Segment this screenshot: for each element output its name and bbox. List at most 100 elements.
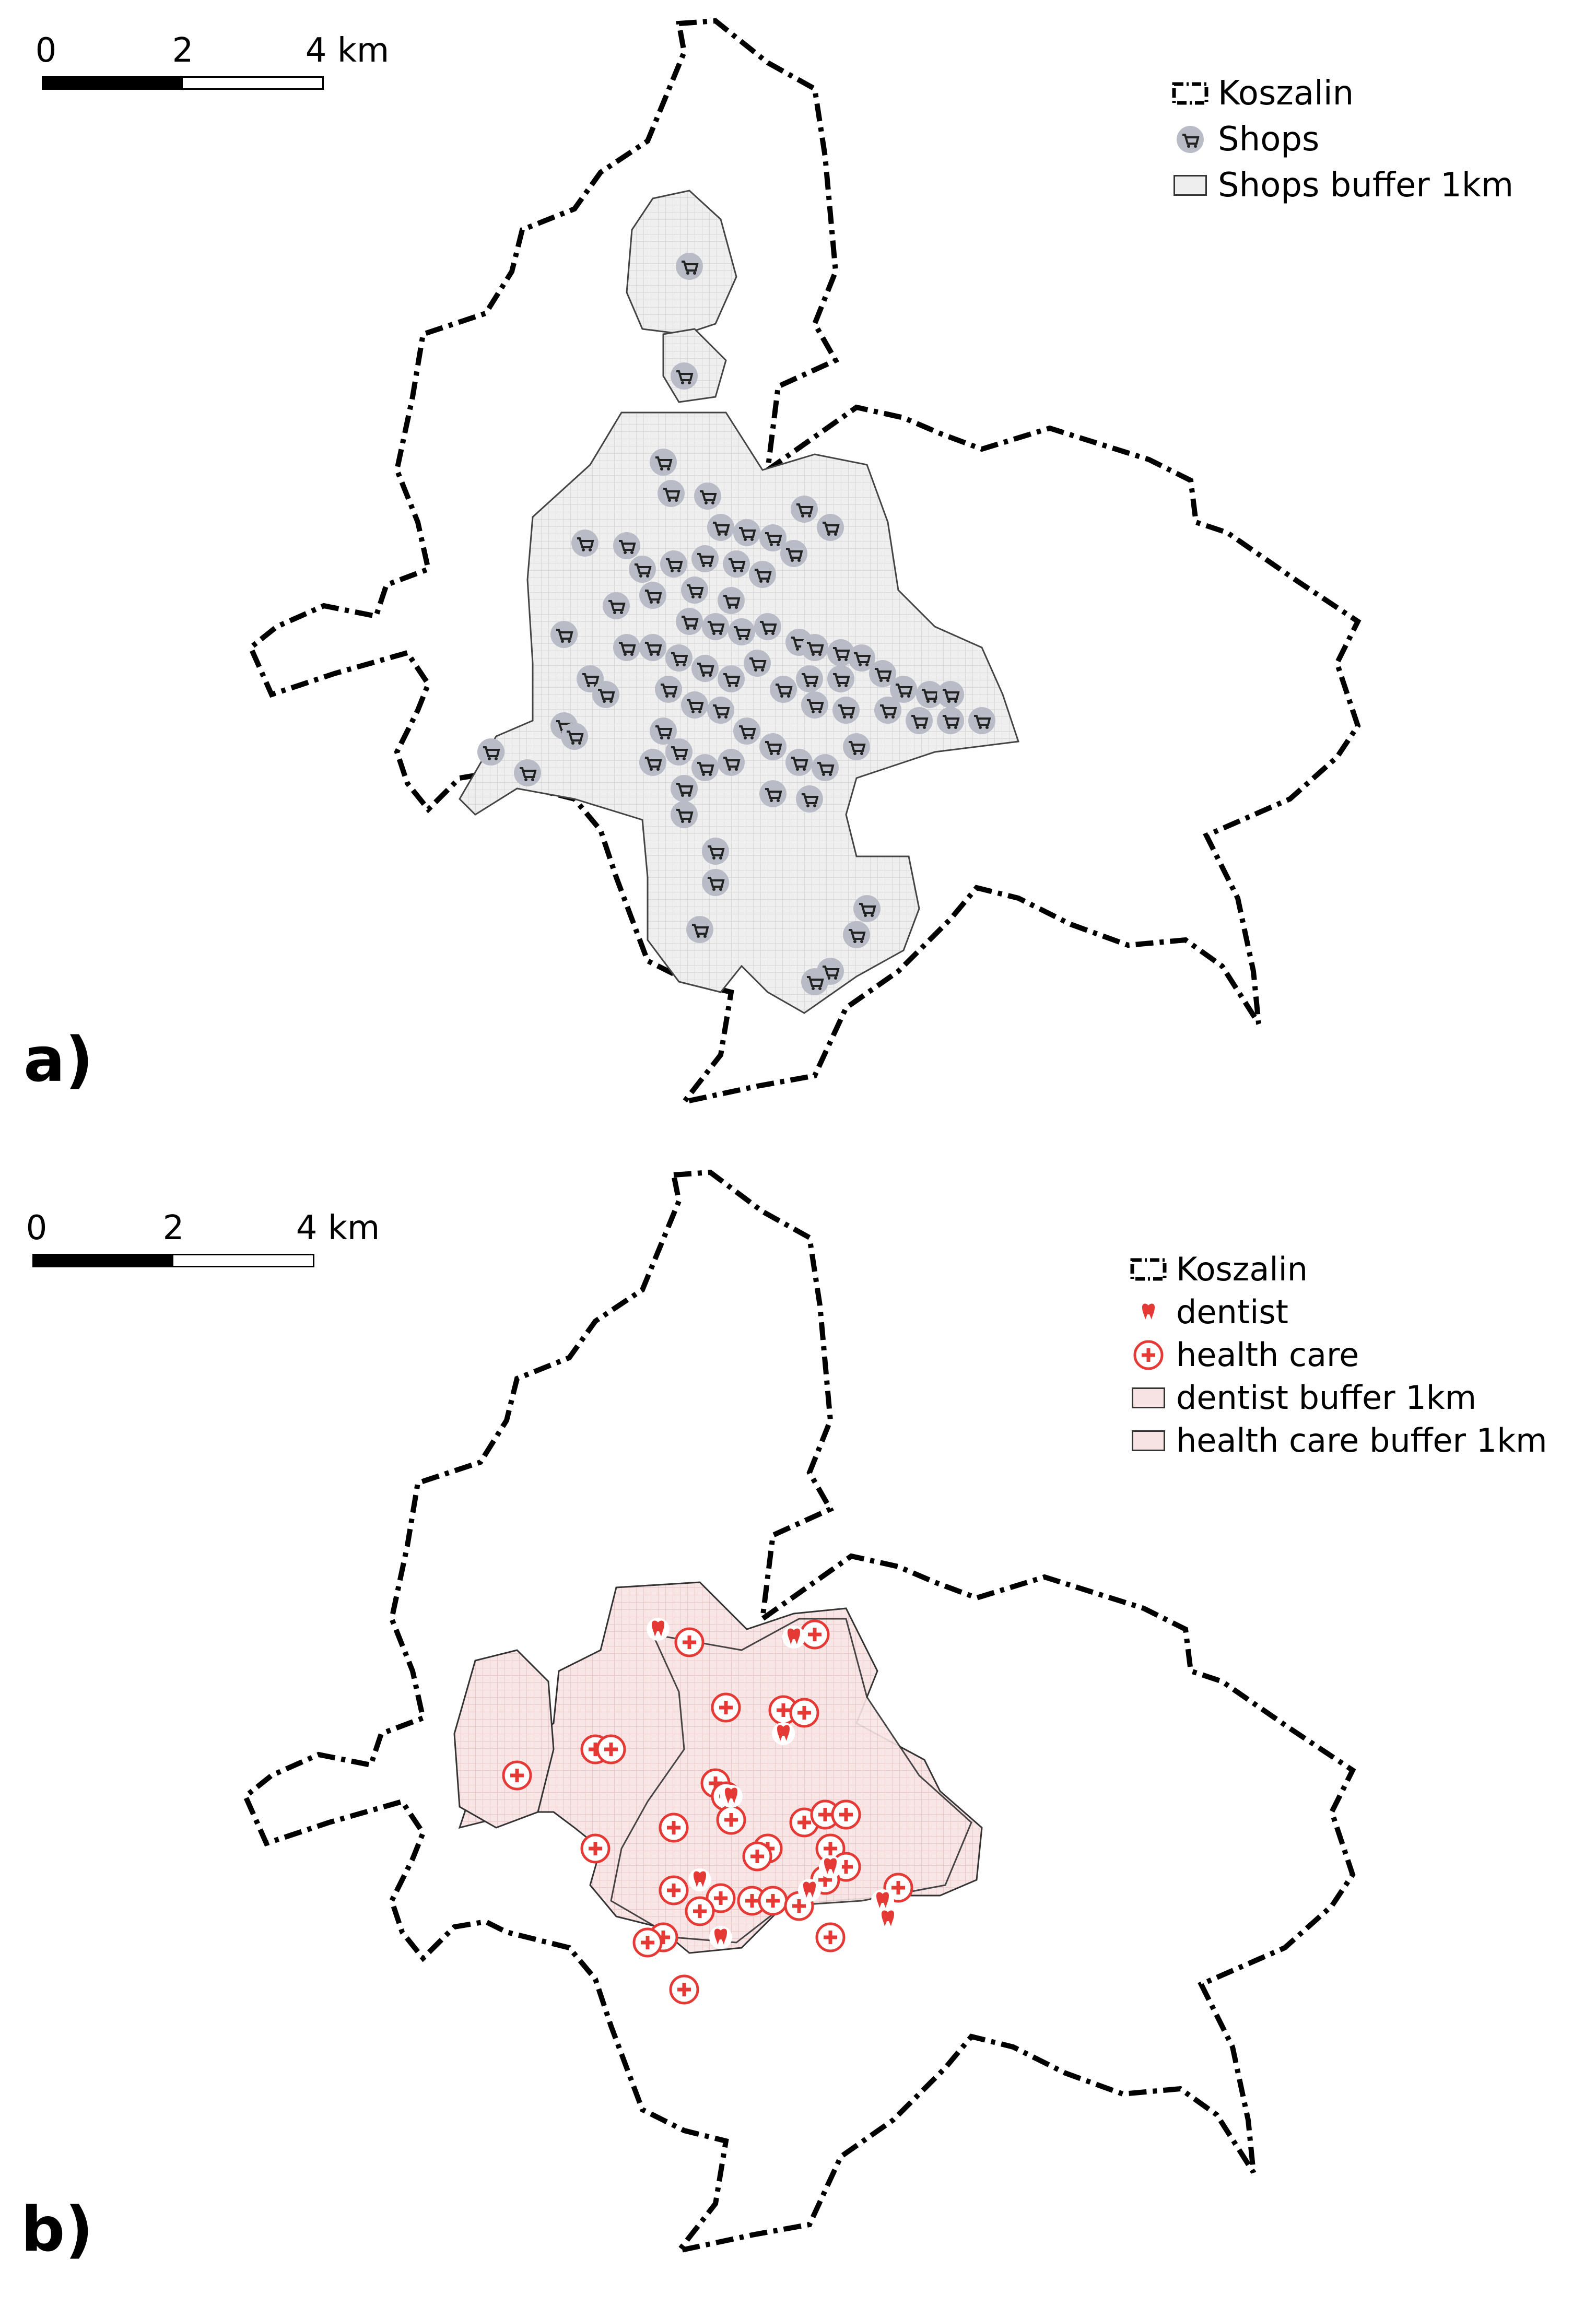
shop-point — [701, 868, 730, 897]
dentist-point — [798, 1879, 821, 1902]
shop-point — [664, 643, 694, 673]
shop-point — [811, 753, 840, 782]
legend-label: dentist buffer 1km — [1176, 1379, 1477, 1417]
shop-point — [570, 528, 600, 558]
legend-item: Koszalin — [1128, 1248, 1547, 1291]
shop-point — [649, 716, 678, 746]
shop-point — [795, 664, 824, 693]
shops-buffer-north-2 — [662, 328, 727, 403]
legend: Koszalin Shops Shops buffer 1km — [1170, 70, 1513, 208]
legend-label: dentist — [1176, 1293, 1288, 1331]
health-care-buffer-west — [453, 1649, 555, 1829]
shop-point — [795, 784, 824, 814]
shop-point — [758, 732, 788, 761]
legend-item: dentist — [1128, 1291, 1547, 1334]
health-care-point — [791, 1699, 818, 1726]
health-care-point — [676, 1629, 703, 1656]
shop-point — [800, 633, 829, 662]
scalebar-tick: 2 — [172, 31, 194, 70]
shop-point — [784, 748, 814, 777]
shop-point — [936, 706, 965, 735]
shop-point — [612, 633, 641, 662]
shop-point — [560, 722, 589, 751]
dentist-point — [772, 1722, 795, 1745]
legend-item: dentist buffer 1km — [1128, 1376, 1547, 1419]
shop-point — [656, 479, 686, 508]
shop-point — [732, 716, 761, 746]
shop-point — [816, 513, 845, 542]
shop-point — [800, 690, 829, 720]
shop-point — [717, 748, 746, 777]
shop-point — [936, 680, 965, 709]
scalebar-tick: 2 — [162, 1209, 184, 1248]
shop-point — [769, 675, 798, 704]
shop-point — [779, 539, 808, 568]
dentist-point — [720, 1785, 743, 1808]
shop-point — [649, 448, 678, 477]
shop-point — [727, 617, 756, 646]
shop-point — [967, 706, 996, 735]
gray-fill-swatch-icon — [1170, 170, 1211, 201]
shop-point — [612, 531, 641, 560]
health-map — [242, 1169, 1356, 2255]
shop-point — [670, 800, 699, 829]
legend-item: Koszalin — [1170, 70, 1513, 116]
legend-item: health care buffer 1km — [1128, 1419, 1547, 1462]
shop-point — [690, 544, 720, 573]
pink-fill-swatch-icon — [1128, 1382, 1169, 1414]
dentist-point — [819, 1855, 842, 1878]
tooth-icon — [1128, 1297, 1169, 1328]
health-care-point — [634, 1929, 661, 1956]
shop-point — [717, 664, 746, 693]
legend-label: health care buffer 1km — [1176, 1421, 1547, 1460]
dashed-boundary-icon — [1128, 1254, 1169, 1285]
shop-point — [722, 549, 751, 579]
shop-point — [753, 612, 782, 641]
shop-point — [826, 664, 855, 693]
shop-point — [680, 575, 709, 605]
health-care-point — [759, 1887, 787, 1914]
koszalin-boundary — [242, 1169, 1356, 2255]
shop-point — [852, 894, 882, 923]
legend-label: health care — [1176, 1336, 1359, 1374]
legend-item: Shops — [1170, 116, 1513, 162]
scalebar-bar — [42, 76, 324, 90]
shop-point — [685, 915, 714, 944]
legend: Koszalin dentist health care dentist buf… — [1128, 1248, 1547, 1462]
shop-point — [670, 774, 699, 803]
shop-point — [638, 748, 667, 777]
dentist-point — [782, 1626, 805, 1649]
shop-point — [732, 518, 761, 547]
shop-point — [690, 654, 720, 683]
shop-point — [873, 696, 902, 725]
dentist-buffer-1km — [610, 1618, 972, 1944]
health-care-point — [718, 1806, 745, 1833]
shop-point — [800, 967, 829, 996]
shop-point — [701, 837, 730, 866]
health-care-point — [671, 1976, 698, 2003]
shopping-cart-icon — [1170, 124, 1211, 155]
legend-item: Shops buffer 1km — [1170, 162, 1513, 208]
legend-item: health care — [1128, 1334, 1547, 1376]
health-care-point — [660, 1814, 687, 1841]
shop-point — [790, 495, 819, 524]
shop-point — [842, 732, 871, 761]
shop-point — [701, 612, 730, 641]
health-care-point — [503, 1762, 531, 1789]
scalebar-tick: 0 — [35, 31, 57, 70]
scalebar-tick: 0 — [26, 1209, 48, 1248]
dentist-point — [647, 1618, 670, 1641]
shop-point — [654, 675, 683, 704]
shop-point — [476, 737, 506, 767]
scalebar: 0 2 4 km — [36, 31, 389, 90]
shop-point — [628, 555, 657, 584]
shop-point — [638, 581, 667, 610]
health-care-point — [712, 1694, 740, 1721]
shop-point — [659, 549, 688, 579]
panel-label: b) — [21, 2193, 93, 2265]
health-care-point — [686, 1898, 713, 1925]
health-care-point — [744, 1843, 771, 1870]
map-panel-shops: 0 2 4 km Koszalin Shops Shops buffer 1km — [0, 0, 1596, 1149]
legend-label: Koszalin — [1176, 1250, 1308, 1288]
shop-point — [680, 690, 709, 720]
